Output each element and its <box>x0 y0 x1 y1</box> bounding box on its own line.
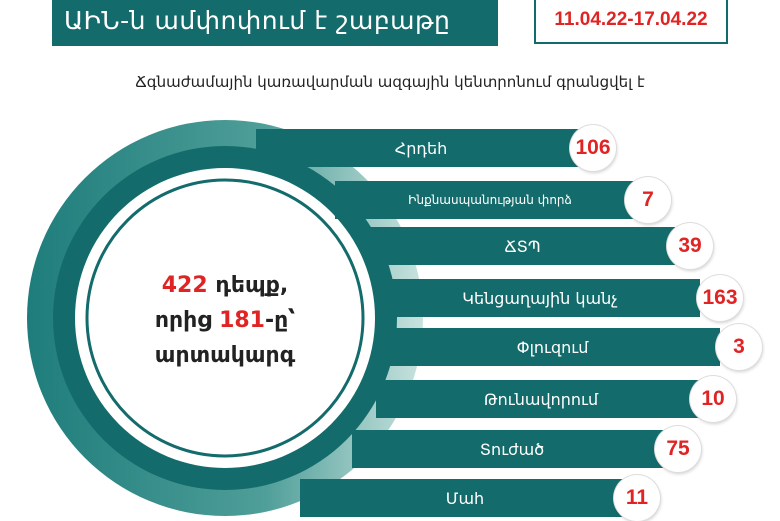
category-label: Մահ <box>445 488 485 508</box>
page-title: ԱԻՆ-ն ամփոփում է շաբաթը <box>64 6 451 35</box>
category-value: 7 <box>625 177 671 223</box>
title-banner: ԱԻՆ-ն ամփոփում է շաբաթը <box>52 0 498 46</box>
category-value: 39 <box>667 223 713 269</box>
date-range: 11.04.22-17.04.22 <box>554 9 708 30</box>
category-bar-collapse: Փլուզում <box>385 328 720 366</box>
category-value: 10 <box>690 376 736 422</box>
category-label: Հրդեհ <box>394 138 448 158</box>
category-bar-household-call: Կենցաղային կանչ <box>380 279 700 317</box>
category-label: Փլուզում <box>516 337 589 357</box>
inner-thin-ring <box>85 178 365 458</box>
category-bar-suicide-attempt: Ինքնասպանության փորձ <box>335 181 645 219</box>
page-subtitle: Ճգնաժամային կառավարման ազգային կենտրոնու… <box>135 73 645 91</box>
category-label: Թունավորում <box>483 389 599 409</box>
category-bar-traffic-accident: ՃՏՊ <box>370 227 675 265</box>
outside-count: 181 <box>219 308 265 333</box>
category-value: 3 <box>716 324 762 370</box>
category-bar-poisoning: Թունավորում <box>376 380 706 418</box>
total-suffix: դեպք, <box>207 273 289 298</box>
date-range-box: 11.04.22-17.04.22 <box>534 0 728 44</box>
category-bar-injured: Տուժած <box>352 430 672 468</box>
total-count: 422 <box>161 273 208 298</box>
category-value: 75 <box>655 426 701 472</box>
category-bar-fire: Հրդեհ <box>256 129 586 167</box>
category-value: 11 <box>614 475 660 521</box>
category-label: Կենցաղային կանչ <box>462 288 618 308</box>
category-value: 106 <box>570 125 616 171</box>
summary-text: 422 դեպք, որից 181-ը՝ արտակարգ <box>100 268 350 373</box>
outside-label: արտակարգ <box>154 343 296 368</box>
category-label: ՃՏՊ <box>504 236 541 256</box>
from-prefix: որից <box>154 308 220 333</box>
category-label: Ինքնասպանության փորձ <box>408 192 572 207</box>
outside-suffix: -ը՝ <box>265 308 296 333</box>
category-value: 163 <box>697 275 743 321</box>
inner-white-circle <box>75 168 375 468</box>
category-bar-death: Մահ <box>300 479 630 517</box>
category-label: Տուժած <box>479 439 545 459</box>
